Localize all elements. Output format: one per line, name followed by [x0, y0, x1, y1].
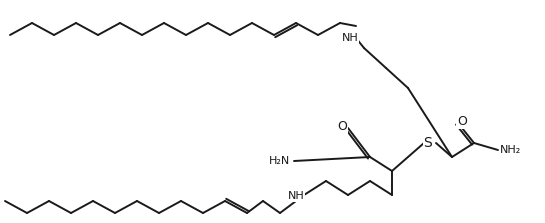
- Text: NH: NH: [342, 33, 359, 43]
- Text: NH₂: NH₂: [500, 145, 521, 155]
- Text: O: O: [457, 115, 467, 128]
- Text: S: S: [423, 136, 432, 150]
- Text: H₂N: H₂N: [269, 156, 290, 166]
- Text: O: O: [337, 120, 347, 133]
- Text: NH: NH: [288, 191, 304, 201]
